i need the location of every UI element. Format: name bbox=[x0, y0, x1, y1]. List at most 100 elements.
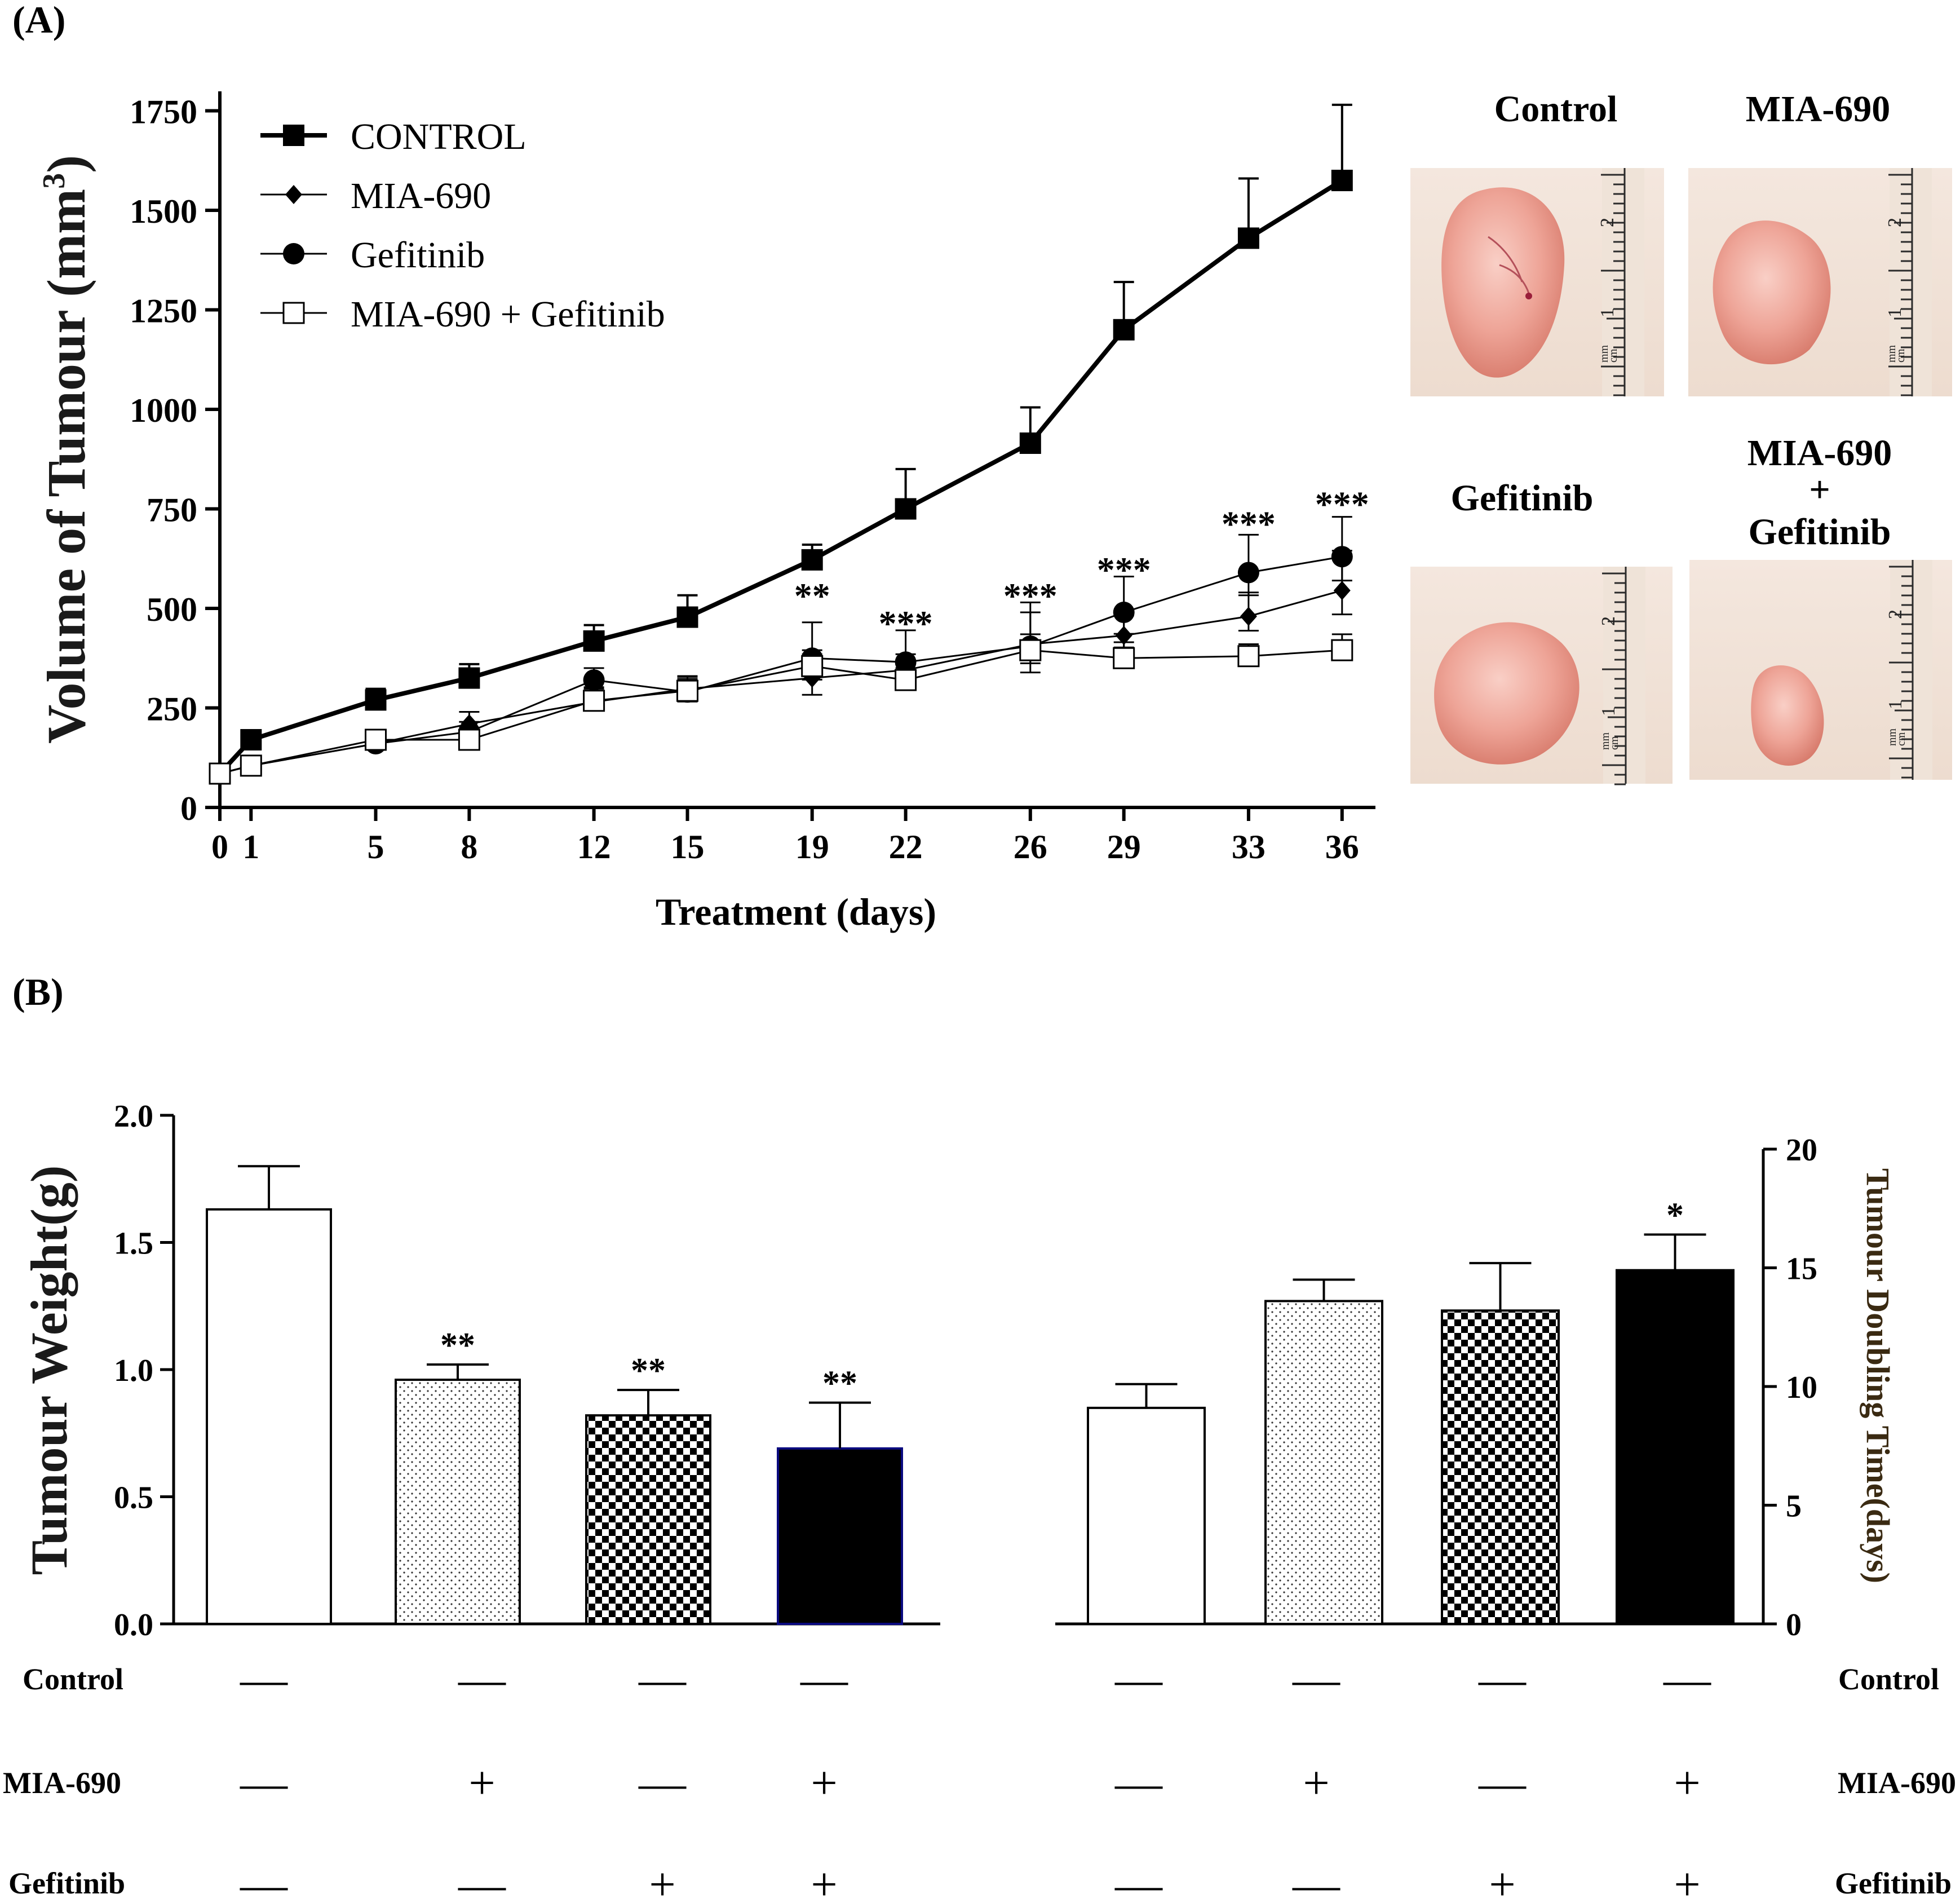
tumour-weight-bar-chart: 0.0 0.5 1.0 1.5 2.0 ** ** ** Tumour Weight(g) bbox=[20, 1099, 940, 1643]
y-tick-label: 2.0 bbox=[114, 1099, 153, 1134]
ruler-unit: cm bbox=[1608, 736, 1621, 750]
y-tick-label: 750 bbox=[147, 492, 197, 529]
chart-a-significance: ************** *** bbox=[794, 484, 1369, 643]
panel-a-label: (A) bbox=[12, 0, 65, 41]
plus-sign: + bbox=[1674, 1858, 1700, 1903]
x-tick-label: 26 bbox=[1014, 828, 1047, 866]
y-tick-label: 1.0 bbox=[114, 1353, 153, 1388]
data-point bbox=[1331, 170, 1353, 192]
ruler-unit: cm bbox=[1895, 348, 1907, 363]
y-tick-label: 1000 bbox=[130, 392, 197, 429]
data-point bbox=[1240, 607, 1257, 626]
minus-sign: — bbox=[1114, 1858, 1163, 1903]
chart-a-ylabel: Volume of Tumour (mm3) bbox=[36, 155, 96, 744]
data-point bbox=[583, 669, 605, 691]
bar bbox=[1616, 1269, 1735, 1625]
chart-a-y-ticks: 0 250 500 750 1000 1250 1500 1750 bbox=[130, 94, 220, 827]
ruler-number: 2 bbox=[1884, 218, 1905, 227]
photo-label-gefitinib: Gefitinib bbox=[1450, 478, 1593, 519]
y-tick-label: 1250 bbox=[130, 293, 197, 330]
plus-sign: + bbox=[811, 1757, 837, 1809]
ruler-number: 1 bbox=[1885, 700, 1906, 709]
data-point bbox=[365, 728, 387, 751]
significance-mark: *** bbox=[1315, 484, 1369, 524]
x-tick-label: 22 bbox=[889, 828, 923, 866]
bar bbox=[777, 1447, 903, 1626]
y-tick-label: 1750 bbox=[130, 94, 197, 131]
y-tick-label: 0 bbox=[180, 790, 197, 827]
minus-sign: — bbox=[458, 1858, 506, 1903]
data-point bbox=[895, 669, 917, 691]
row-label-control-right: Control bbox=[1838, 1662, 1939, 1696]
series-line-0 bbox=[218, 178, 1343, 775]
x-tick-label: 0 bbox=[211, 828, 228, 866]
data-point bbox=[1333, 581, 1351, 601]
chart-a-lines bbox=[218, 178, 1343, 775]
significance-mark: ** bbox=[822, 1365, 857, 1403]
x-tick-label: 29 bbox=[1107, 828, 1141, 866]
series-line-3 bbox=[219, 649, 1342, 775]
significance-mark: ** bbox=[631, 1352, 666, 1390]
chart-a-legend: CONTROL MIA-690 Gefitinib MIA-690 + Gefitin… bbox=[260, 116, 665, 335]
data-point bbox=[365, 689, 387, 711]
bar bbox=[585, 1414, 711, 1625]
plus-sign: + bbox=[811, 1858, 837, 1903]
minus-sign: — bbox=[1114, 1653, 1163, 1706]
ruler-body bbox=[1890, 168, 1932, 396]
panel-b-label: (B) bbox=[12, 970, 64, 1013]
bar bbox=[1264, 1300, 1383, 1625]
chart-a-xlabel: Treatment (days) bbox=[656, 890, 936, 933]
row-label-mia690-right: MIA-690 bbox=[1838, 1766, 1956, 1800]
data-point bbox=[895, 651, 917, 673]
data-point bbox=[1331, 546, 1353, 568]
ruler-number: 2 bbox=[1598, 616, 1619, 626]
ruler-body bbox=[1603, 567, 1645, 784]
data-point bbox=[895, 498, 917, 520]
y-tick-label: 0 bbox=[1786, 1608, 1802, 1643]
data-point bbox=[1237, 227, 1259, 249]
chart-b2-y-ticks: 0 5 10 15 20 bbox=[1763, 1133, 1817, 1643]
plus-sign: + bbox=[468, 1757, 495, 1809]
data-point bbox=[801, 655, 824, 677]
tumour-photos: Control MIA-690 Gefitinib MIA-690 + Gefi… bbox=[1410, 89, 1952, 785]
x-tick-label: 36 bbox=[1325, 828, 1359, 866]
minus-sign: — bbox=[1292, 1858, 1340, 1903]
data-point bbox=[676, 679, 698, 702]
ruler-unit: cm bbox=[1607, 348, 1620, 363]
legend-label: MIA-690 bbox=[351, 175, 491, 217]
legend-label: MIA-690 + Gefitinib bbox=[351, 294, 665, 335]
significance-mark: ** bbox=[794, 576, 830, 616]
chart-a-markers bbox=[209, 170, 1353, 785]
y-tick-label: 0.5 bbox=[114, 1481, 153, 1516]
minus-sign: — bbox=[240, 1653, 288, 1706]
chart-b1-ylabel: Tumour Weight(g) bbox=[20, 1165, 78, 1575]
chart-b1-bars: ** ** ** bbox=[206, 1165, 903, 1626]
minus-sign: — bbox=[240, 1757, 288, 1809]
plus-sign: + bbox=[649, 1858, 675, 1903]
minus-sign: — bbox=[1292, 1653, 1340, 1706]
chart-a-x-ticks: 0 1 5 8 12 15 19 22 26 29 33 36 bbox=[211, 807, 1359, 866]
y-tick-label: 0.0 bbox=[114, 1608, 153, 1643]
treatment-signs: — — — — — — — — — + — + — + — + — — + + — — + + bbox=[240, 1653, 1711, 1903]
tumour-combination bbox=[1751, 665, 1824, 766]
row-label-gefitinib-right: Gefitinib bbox=[1835, 1866, 1952, 1900]
plus-sign: + bbox=[1489, 1858, 1515, 1903]
x-tick-label: 8 bbox=[461, 828, 477, 866]
minus-sign: — bbox=[240, 1858, 288, 1903]
minus-sign: — bbox=[458, 1653, 506, 1706]
ruler-body bbox=[1890, 560, 1932, 780]
minus-sign: — bbox=[638, 1653, 687, 1706]
x-tick-label: 1 bbox=[242, 828, 259, 866]
photo-label-combo-line1: MIA-690 bbox=[1747, 432, 1892, 474]
photo-label-combo-line3: Gefitinib bbox=[1748, 511, 1891, 553]
ruler-unit: mm bbox=[1599, 732, 1612, 750]
legend-marker bbox=[283, 243, 304, 264]
minus-sign: — bbox=[800, 1653, 848, 1706]
plus-sign: + bbox=[1303, 1757, 1329, 1809]
